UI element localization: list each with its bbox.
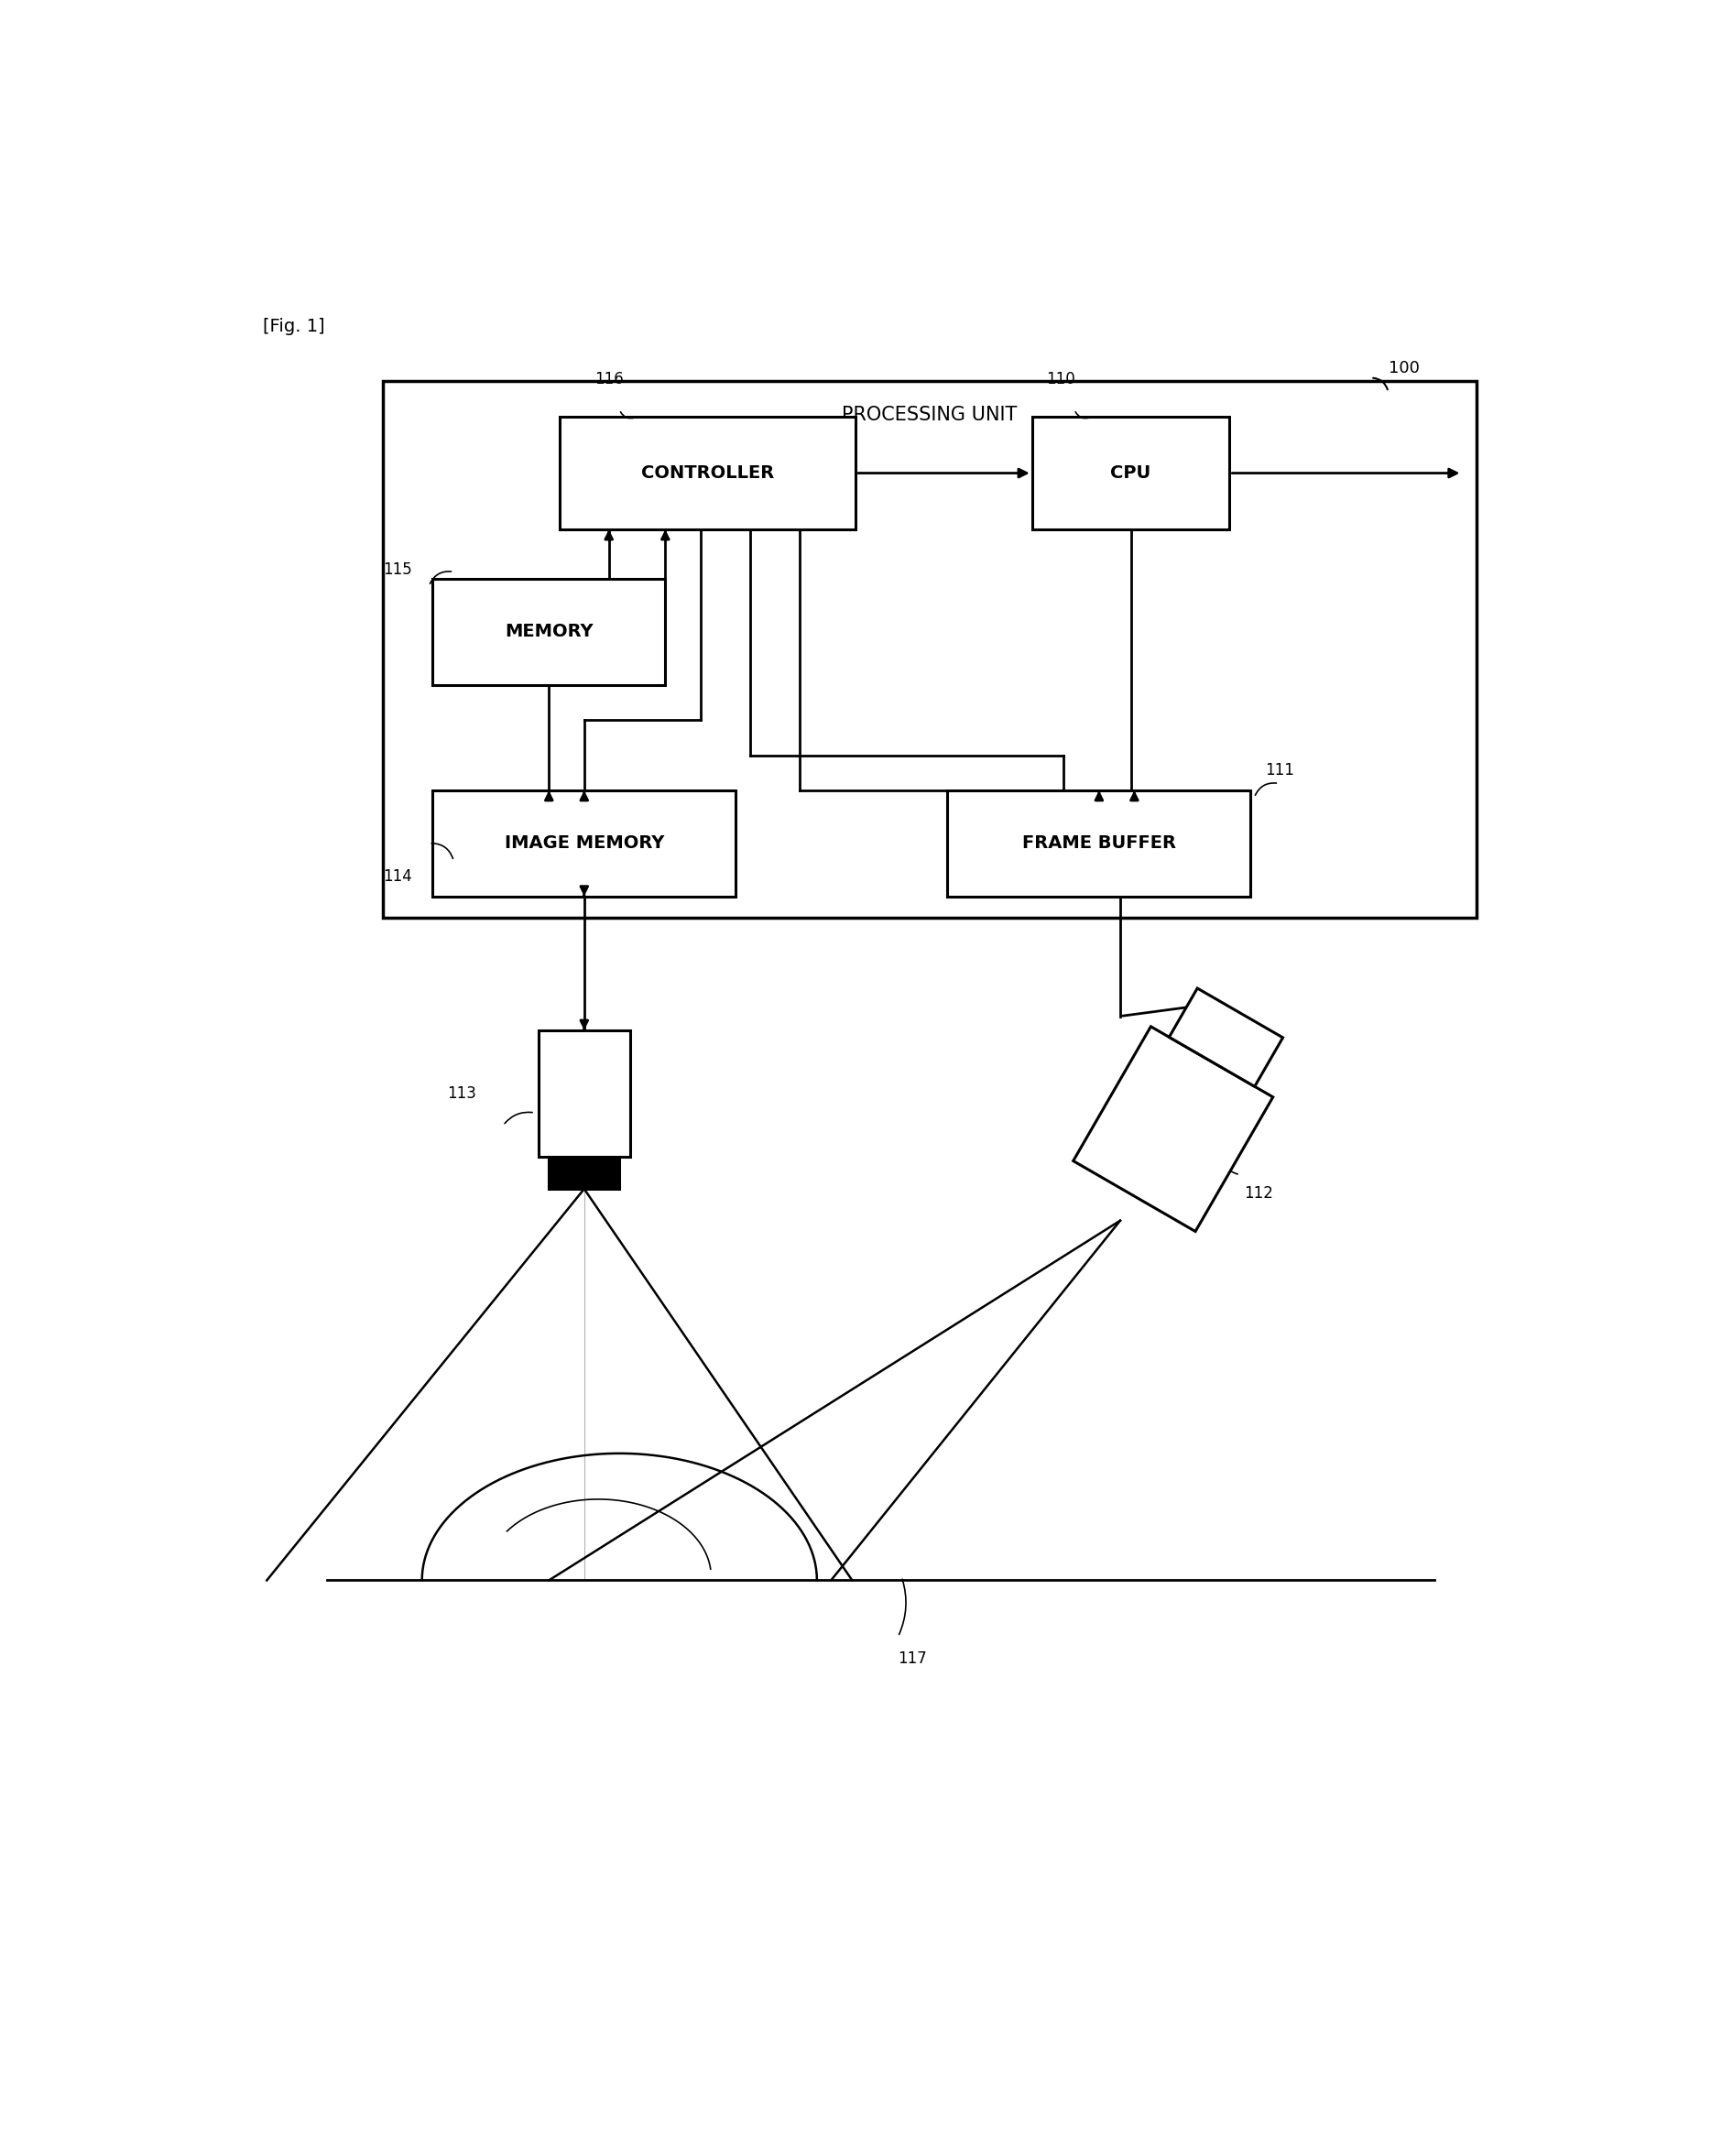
Text: 112: 112	[1244, 1186, 1272, 1201]
Text: 111: 111	[1265, 763, 1295, 778]
Text: IMAGE MEMORY: IMAGE MEMORY	[504, 834, 664, 852]
Polygon shape	[1073, 1026, 1274, 1231]
Bar	[433, 580, 665, 686]
Bar	[549, 1158, 619, 1188]
Text: 114: 114	[383, 869, 412, 884]
Text: 116: 116	[594, 371, 624, 388]
Text: 110: 110	[1047, 371, 1074, 388]
Bar	[948, 791, 1251, 897]
Text: MEMORY: MEMORY	[504, 623, 593, 640]
Bar	[1033, 416, 1229, 530]
Bar	[433, 791, 737, 897]
Text: CONTROLLER: CONTROLLER	[641, 464, 775, 481]
Text: 113: 113	[447, 1084, 477, 1102]
Bar	[560, 416, 856, 530]
Text: 100: 100	[1388, 360, 1419, 377]
Text: CPU: CPU	[1111, 464, 1151, 481]
Text: PROCESSING UNIT: PROCESSING UNIT	[842, 405, 1017, 425]
Bar	[539, 1031, 631, 1158]
Text: [Fig. 1]: [Fig. 1]	[263, 317, 326, 336]
Text: FRAME BUFFER: FRAME BUFFER	[1022, 834, 1177, 852]
Text: 117: 117	[898, 1651, 927, 1667]
Bar	[383, 382, 1477, 918]
Text: 115: 115	[383, 561, 412, 578]
Polygon shape	[1170, 987, 1282, 1087]
